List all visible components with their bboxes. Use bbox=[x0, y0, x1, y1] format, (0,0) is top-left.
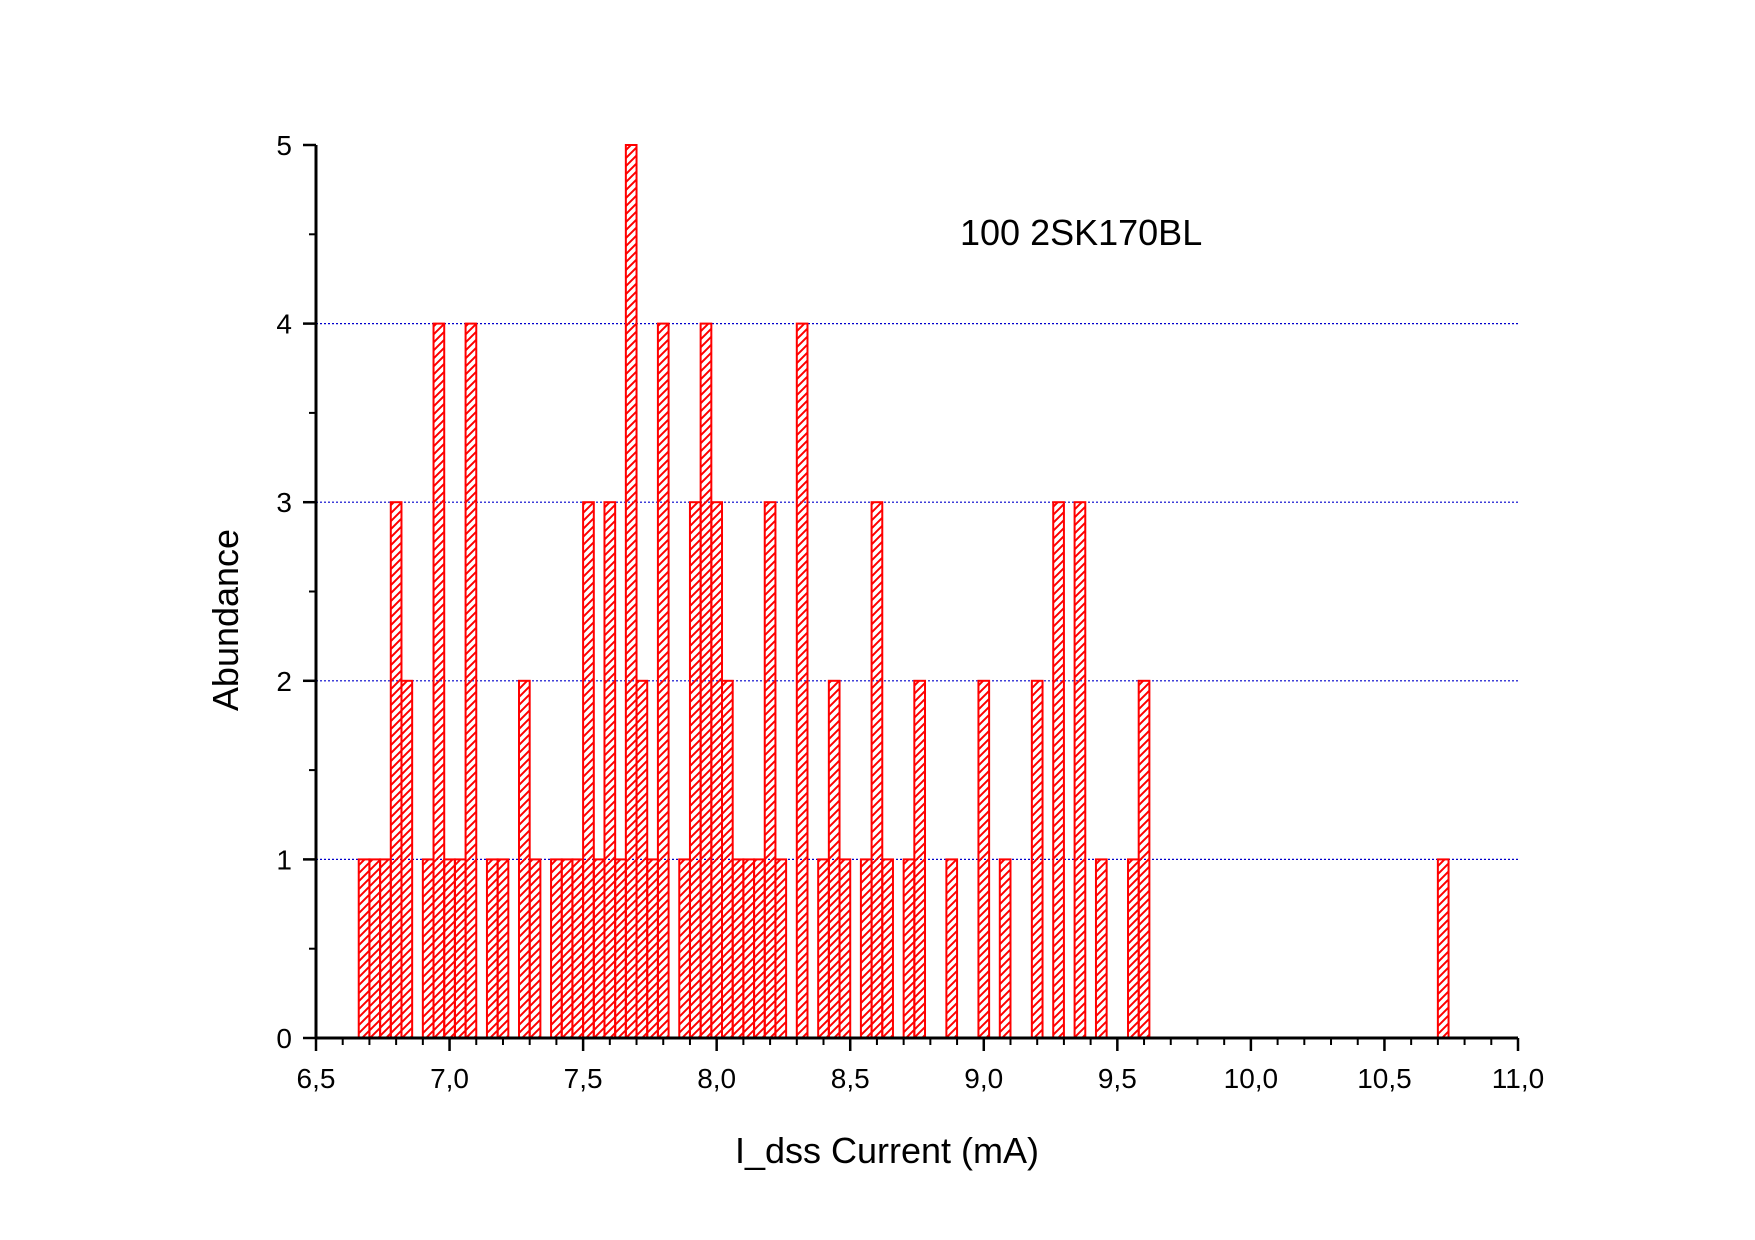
histogram-bar-52 bbox=[1137, 679, 1151, 1039]
histogram-bar-47 bbox=[1030, 679, 1044, 1039]
histogram-bar-21 bbox=[624, 144, 638, 1039]
histogram-bar-37 bbox=[827, 679, 841, 1039]
histogram-bar-10 bbox=[485, 858, 499, 1040]
histogram-bar-14 bbox=[550, 858, 563, 1040]
histogram-bar-48 bbox=[1052, 501, 1065, 1039]
histogram-bar-31 bbox=[742, 858, 756, 1040]
chart-annotation: 100 2SK170BL bbox=[960, 212, 1202, 253]
y-tick-label: 1 bbox=[276, 844, 292, 875]
histogram-bar-4 bbox=[400, 679, 414, 1039]
histogram-bar-6 bbox=[432, 322, 446, 1040]
x-tick-label: 6,5 bbox=[297, 1063, 336, 1094]
histogram-bar-11 bbox=[496, 858, 510, 1040]
y-tick-label: 2 bbox=[276, 666, 292, 697]
x-tick-label: 11,0 bbox=[1492, 1063, 1544, 1094]
tick-labels: 6,5 7,0 7,5 8,0 8,5 9,0 9,5 10,0 10,5 11,0 0 1 2 3 4 5 bbox=[276, 130, 1544, 1094]
histogram-bar-23 bbox=[646, 858, 659, 1040]
histogram-bar-30 bbox=[731, 858, 745, 1040]
histogram-bar-22 bbox=[635, 679, 649, 1039]
x-axis-title: I_dss Current (mA) bbox=[735, 1130, 1039, 1171]
histogram-bar-24 bbox=[656, 322, 670, 1040]
x-tick-label: 10,5 bbox=[1357, 1063, 1412, 1094]
histogram-bar-20 bbox=[614, 858, 627, 1040]
tick-marks bbox=[303, 143, 1520, 1051]
histogram-bar-42 bbox=[902, 858, 916, 1040]
histogram-bar-41 bbox=[881, 858, 894, 1040]
histogram-bar-39 bbox=[859, 858, 873, 1040]
histogram-bar-43 bbox=[913, 679, 927, 1039]
histogram-bar-40 bbox=[870, 501, 884, 1039]
histogram-bar-19 bbox=[603, 501, 617, 1039]
histogram-bar-17 bbox=[582, 501, 595, 1039]
histogram-bar-51 bbox=[1127, 858, 1140, 1040]
y-tick-label: 5 bbox=[276, 130, 292, 161]
histogram-bar-45 bbox=[977, 679, 991, 1039]
histogram-bar-9 bbox=[464, 322, 478, 1040]
histogram-bar-3 bbox=[389, 501, 403, 1039]
histogram-bar-13 bbox=[528, 858, 542, 1040]
histogram-bar-5 bbox=[421, 858, 435, 1040]
x-tick-label: 9,5 bbox=[1098, 1063, 1137, 1094]
histogram-bar-0 bbox=[357, 858, 371, 1040]
x-tick-label: 7,0 bbox=[430, 1063, 469, 1094]
histogram-bar-12 bbox=[518, 679, 531, 1039]
histogram-bar-26 bbox=[688, 501, 702, 1039]
y-tick-label: 3 bbox=[276, 487, 292, 518]
histogram-bar-29 bbox=[721, 679, 734, 1039]
histogram-bar-32 bbox=[753, 858, 766, 1040]
x-tick-label: 7,5 bbox=[564, 1063, 603, 1094]
x-tick-label: 10,0 bbox=[1224, 1063, 1279, 1094]
x-tick-label: 9,0 bbox=[964, 1063, 1003, 1094]
histogram-bar-33 bbox=[763, 501, 777, 1039]
histogram-bar-46 bbox=[998, 858, 1012, 1040]
histogram-bar-35 bbox=[795, 322, 809, 1040]
histogram-bar-28 bbox=[710, 501, 724, 1039]
histogram-bar-38 bbox=[838, 858, 852, 1040]
histogram-bar-36 bbox=[817, 858, 830, 1040]
histogram-bar-8 bbox=[453, 858, 467, 1040]
histogram-bar-34 bbox=[774, 858, 788, 1040]
histogram-bar-7 bbox=[443, 858, 456, 1040]
histogram-bar-50 bbox=[1094, 858, 1108, 1040]
histogram-bar-1 bbox=[368, 858, 382, 1040]
histogram-bar-16 bbox=[571, 858, 585, 1040]
histogram-bar-2 bbox=[379, 858, 392, 1040]
x-tick-label: 8,5 bbox=[831, 1063, 870, 1094]
histogram-bar-15 bbox=[560, 858, 574, 1040]
x-tick-label: 8,0 bbox=[697, 1063, 736, 1094]
histogram-bars bbox=[357, 144, 1450, 1040]
histogram-bar-18 bbox=[592, 858, 606, 1040]
histogram-bar-27 bbox=[699, 322, 713, 1040]
histogram-bar-49 bbox=[1073, 501, 1087, 1039]
y-tick-label: 4 bbox=[276, 309, 292, 340]
histogram-bar-25 bbox=[678, 858, 691, 1040]
y-tick-label: 0 bbox=[276, 1023, 292, 1054]
histogram-bar-44 bbox=[945, 858, 959, 1040]
y-axis-title: Abundance bbox=[205, 529, 246, 711]
histogram-bar-53 bbox=[1436, 858, 1450, 1040]
